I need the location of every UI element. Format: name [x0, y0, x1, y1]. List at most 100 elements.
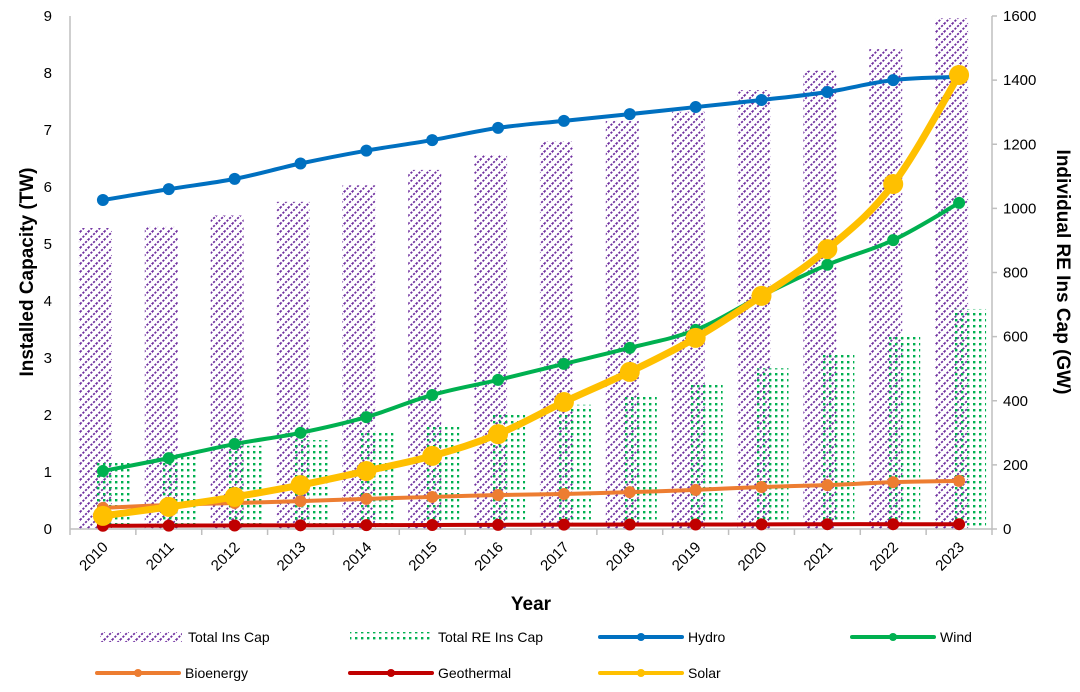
right-tick-label: 1200: [1003, 136, 1036, 153]
point-geothermal-2017: [557, 518, 570, 531]
point-solar-2011: [158, 496, 179, 517]
legend-item-hydro: Hydro: [598, 629, 726, 645]
left-tick-label: 7: [44, 122, 52, 139]
point-hydro-2016: [492, 121, 505, 134]
legend-label: Geothermal: [438, 665, 511, 681]
point-solar-2013: [290, 475, 311, 496]
series-solar: [92, 64, 970, 526]
x-tick-label: 2018: [603, 539, 639, 575]
x-tick-label: 2019: [669, 539, 705, 575]
legend-swatch: [100, 632, 182, 642]
x-tick-label: 2017: [537, 539, 573, 575]
line-hydro: [100, 74, 962, 203]
legend-marker: [134, 669, 142, 677]
right-tick-label: 0: [1003, 521, 1011, 538]
left-tick-label: 3: [44, 350, 52, 367]
point-wind-2023: [953, 196, 966, 209]
left-tick-label: 2: [44, 407, 52, 424]
point-solar-2023: [949, 64, 970, 85]
point-wind-2010: [96, 464, 109, 477]
point-geothermal-2021: [821, 518, 834, 531]
point-bioenergy-2014: [360, 492, 373, 505]
point-geothermal-2019: [689, 518, 702, 531]
point-wind-2022: [887, 234, 900, 247]
point-wind-2012: [228, 438, 241, 451]
point-hydro-2011: [162, 183, 175, 196]
legend-label: Solar: [688, 665, 721, 681]
legend-marker: [637, 669, 645, 677]
right-tick-label: 1600: [1003, 8, 1036, 25]
bars-layer: [78, 18, 987, 530]
left-axis-title: Installed Capacity (TW): [17, 167, 38, 376]
legend-label: Wind: [940, 629, 972, 645]
point-hydro-2017: [557, 114, 570, 127]
point-wind-2013: [294, 426, 307, 439]
point-wind-2015: [426, 388, 439, 401]
legend-marker: [387, 669, 395, 677]
point-solar-2016: [488, 424, 509, 445]
legend-item-total-re-ins-cap: Total RE Ins Cap: [350, 629, 543, 645]
point-geothermal-2014: [360, 519, 373, 532]
x-tick-label: 2022: [866, 539, 902, 575]
point-hydro-2021: [821, 85, 834, 98]
legend-item-geothermal: Geothermal: [348, 665, 511, 681]
legend-swatch: [350, 632, 432, 642]
lines-layer: [92, 64, 970, 532]
point-solar-2012: [224, 486, 245, 507]
point-bioenergy-2013: [294, 495, 307, 508]
point-geothermal-2023: [953, 518, 966, 531]
point-geothermal-2018: [623, 518, 636, 531]
line-wind: [100, 200, 962, 473]
left-tick-label: 1: [44, 464, 52, 481]
point-bioenergy-2020: [755, 480, 768, 493]
point-solar-2019: [685, 327, 706, 348]
x-tick-label: 2020: [735, 539, 771, 575]
point-wind-2014: [360, 411, 373, 424]
right-tick-label: 400: [1003, 393, 1028, 410]
legend-item-total-ins-cap: Total Ins Cap: [100, 629, 270, 645]
point-hydro-2010: [96, 194, 109, 207]
left-tick-label: 8: [44, 65, 52, 82]
legend-marker: [889, 633, 897, 641]
x-tick-label: 2023: [932, 539, 968, 575]
bar-total-re-ins-cap-2015: [426, 424, 460, 529]
series-geothermal: [96, 518, 966, 532]
right-tick-label: 1000: [1003, 200, 1036, 217]
point-solar-2014: [356, 460, 377, 481]
point-solar-2010: [92, 505, 113, 526]
bar-total-re-ins-cap-2011: [162, 454, 196, 529]
right-tick-label: 1400: [1003, 72, 1036, 89]
point-geothermal-2015: [426, 518, 439, 531]
point-hydro-2013: [294, 157, 307, 170]
point-geothermal-2022: [887, 518, 900, 531]
point-bioenergy-2018: [623, 486, 636, 499]
x-tick-label: 2015: [405, 539, 441, 575]
x-tick-label: 2010: [76, 539, 112, 575]
point-solar-2017: [553, 392, 574, 413]
point-solar-2022: [883, 174, 904, 195]
x-tick-label: 2013: [274, 539, 310, 575]
point-geothermal-2012: [228, 519, 241, 532]
point-wind-2021: [821, 258, 834, 271]
point-geothermal-2016: [492, 518, 505, 531]
point-bioenergy-2022: [887, 476, 900, 489]
x-tick-label: 2021: [801, 539, 837, 575]
right-tick-label: 600: [1003, 329, 1028, 346]
bar-total-re-ins-cap-2023: [953, 308, 987, 529]
bar-total-re-ins-cap-2018: [623, 395, 657, 529]
legend-label: Hydro: [688, 629, 726, 645]
point-solar-2015: [422, 445, 443, 466]
x-tick-label: 2014: [340, 539, 376, 575]
legend-label: Total RE Ins Cap: [438, 629, 543, 645]
x-tick-label: 2012: [208, 539, 244, 575]
legend: Total Ins Cap Total RE Ins Cap Hydro Wind Bi…: [95, 629, 972, 681]
x-tick-label: 2011: [143, 539, 178, 574]
legend-item-bioenergy: Bioenergy: [95, 665, 248, 681]
point-hydro-2012: [228, 172, 241, 185]
point-wind-2011: [162, 452, 175, 465]
point-bioenergy-2016: [492, 489, 505, 502]
legend-label: Total Ins Cap: [188, 629, 270, 645]
legend-marker: [637, 633, 645, 641]
point-hydro-2018: [623, 108, 636, 121]
x-axis-title: Year: [511, 594, 552, 615]
